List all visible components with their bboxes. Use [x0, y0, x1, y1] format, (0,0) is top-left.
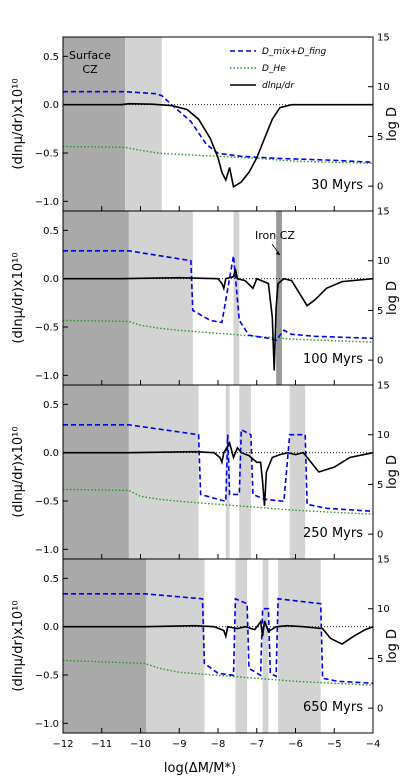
left-tick-label: 0.0	[43, 448, 59, 459]
iron-cz-arrowhead	[276, 251, 280, 255]
legend-entry: D_mix+D_fing	[262, 47, 327, 57]
time-label: 250 Myrs	[303, 526, 363, 541]
panel-2: 0.5 0.0 −0.5 −1.0 15 10 5 0 (dlnμ/dr)x10¹⁰ log D 1…	[11, 207, 400, 386]
x-tick-label: −10	[130, 739, 151, 750]
right-tick-label: 15	[377, 555, 390, 566]
series-dlnmu	[63, 440, 374, 506]
right-axis-label: log D	[385, 455, 400, 489]
series-dlnmu	[63, 102, 373, 189]
surface-cz-band	[63, 211, 129, 385]
x-tick-label: −6	[288, 739, 303, 750]
convective-band-2	[225, 385, 230, 559]
x-tick-label: −11	[91, 739, 112, 750]
right-tick-label: 10	[377, 256, 390, 267]
series-dhe	[62, 659, 374, 686]
surface-cz-annotation: Surface	[69, 49, 111, 62]
surface-cz-annotation-line2: CZ	[82, 63, 98, 76]
right-tick-label: 15	[377, 381, 390, 392]
convective-band-3	[262, 559, 269, 733]
iron-cz-band	[276, 211, 282, 385]
legend-entry: dlnμ/dr	[262, 81, 295, 91]
x-tick-label: −9	[172, 739, 187, 750]
legend: D_mix+D_fing D_He dlnμ/dr	[230, 47, 327, 91]
series-dlnmu	[63, 619, 374, 646]
right-tick-label: 5	[377, 480, 383, 491]
right-tick-label: 10	[377, 604, 390, 615]
right-tick-label: 10	[377, 430, 390, 441]
right-tick-label: 0	[377, 704, 383, 715]
right-tick-label: 5	[377, 654, 383, 665]
right-axis-label: log D	[385, 281, 400, 315]
left-tick-label: −1.0	[35, 371, 59, 382]
left-axis-label: (dlnμ/dr)x10¹⁰	[11, 426, 26, 517]
right-tick-label: 5	[377, 132, 383, 143]
legend-entry: D_He	[262, 64, 286, 74]
right-tick-label: 15	[377, 207, 390, 218]
x-tick-label: −5	[327, 739, 342, 750]
right-tick-label: 5	[377, 306, 383, 317]
left-axis-label: (dlnμ/dr)x10¹⁰	[11, 252, 26, 343]
panel-1: 0.5 0.0 −0.5 −1.0 15 10 5 0 (dlnμ/dr)x10¹⁰ log D 3…	[11, 33, 400, 212]
right-tick-label: 0	[377, 182, 383, 193]
convective-band-2	[235, 559, 248, 733]
left-tick-label: 0.5	[43, 52, 59, 63]
right-axis-label: log D	[385, 629, 400, 663]
surface-cz-band	[63, 385, 129, 559]
left-tick-label: 0.5	[43, 226, 59, 237]
series-dlnmu	[63, 268, 374, 371]
left-axis-label: (dlnμ/dr)x10¹⁰	[11, 78, 26, 169]
x-axis-label: log(ΔM/M*)	[164, 761, 236, 776]
iron-cz-annotation: Iron CZ	[255, 229, 295, 242]
time-label: 30 Myrs	[311, 178, 363, 193]
convective-band-2	[233, 211, 240, 385]
left-tick-label: −1.0	[35, 197, 59, 208]
left-axis-label: (dlnμ/dr)x10¹⁰	[11, 600, 26, 691]
left-tick-label: −0.5	[35, 323, 59, 334]
right-axis-label: log D	[385, 107, 400, 141]
left-tick-label: 0.5	[43, 400, 59, 411]
left-tick-label: 0.5	[43, 574, 59, 585]
panel-4: 0.5 0.0 −0.5 −1.0 15 10 5 0 (dlnμ/dr)x10¹⁰ log D 6…	[11, 555, 400, 734]
series-dmix	[63, 424, 374, 513]
surface-cz-band	[63, 559, 147, 733]
x-tick-label: −8	[211, 739, 226, 750]
panel-3: 0.5 0.0 −0.5 −1.0 15 10 5 0 (dlnμ/dr)x10¹⁰ log D 2…	[11, 381, 400, 560]
left-tick-label: −1.0	[35, 545, 59, 556]
x-axis: log(ΔM/M*) −12 −11 −10 −9 −8 −7 −6 −5 −4	[52, 739, 380, 776]
convective-band-1	[146, 559, 205, 733]
right-tick-label: 0	[377, 356, 383, 367]
time-label: 650 Myrs	[303, 700, 363, 715]
left-tick-label: 0.0	[43, 100, 59, 111]
series-dmix	[63, 90, 374, 164]
convective-band-1	[128, 211, 193, 385]
right-tick-label: 15	[377, 33, 390, 44]
convective-band-4	[278, 559, 321, 733]
left-tick-label: −0.5	[35, 497, 59, 508]
right-tick-label: 10	[377, 82, 390, 93]
series-dhe	[62, 145, 374, 164]
left-tick-label: −0.5	[35, 671, 59, 682]
left-tick-label: −0.5	[35, 149, 59, 160]
x-tick-label: −12	[52, 739, 73, 750]
left-tick-label: 0.0	[43, 274, 59, 285]
x-tick-label: −4	[366, 739, 381, 750]
convective-band-3	[239, 385, 251, 559]
series-dhe	[62, 319, 374, 343]
series-dhe	[62, 488, 374, 515]
left-tick-label: −1.0	[35, 719, 59, 730]
panels: 0.5 0.0 −0.5 −1.0 15 10 5 0 (dlnμ/dr)x10¹⁰ log D 3…	[11, 33, 400, 734]
convective-band-1	[125, 37, 162, 211]
time-label: 100 Myrs	[303, 352, 363, 367]
series-dmix	[63, 593, 374, 685]
convective-band-4	[289, 385, 306, 559]
left-tick-label: 0.0	[43, 622, 59, 633]
right-tick-label: 0	[377, 530, 383, 541]
x-tick-label: −7	[249, 739, 264, 750]
convective-band-1	[128, 385, 199, 559]
surface-cz-band	[63, 37, 125, 211]
